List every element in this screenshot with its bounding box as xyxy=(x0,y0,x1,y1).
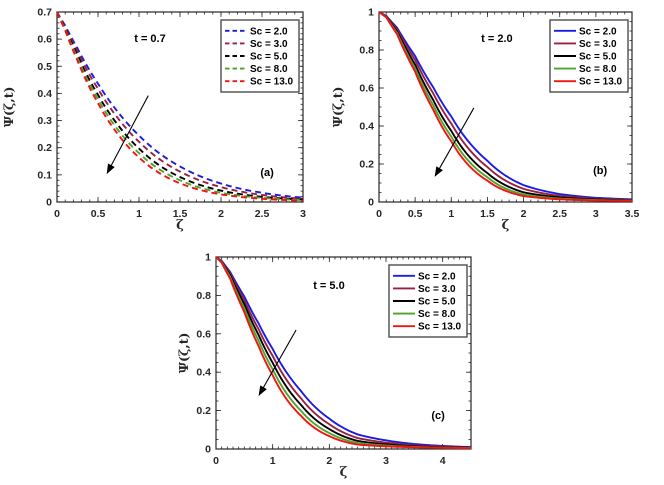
time-label: t = 5.0 xyxy=(313,280,345,292)
x-tick-labels: 0 0.5 1 1.5 2 2.5 3 3.5 xyxy=(376,208,639,220)
panel-b-chart: 0 0.5 1 1.5 2 2.5 3 3.5 0 0.2 0.4 0.6 0.8 1 t = 2.0 (b)… xyxy=(330,7,639,234)
svg-text:0.6: 0.6 xyxy=(37,34,52,46)
legend-entry-label: Sc = 13.0 xyxy=(579,77,623,88)
series-sc-13.0-panel-a xyxy=(56,11,304,202)
x-axis-label: ζ xyxy=(340,465,348,480)
y-axis-label: Ψ(ζ,t) xyxy=(332,87,345,128)
svg-text:0.6: 0.6 xyxy=(196,328,211,340)
svg-text:0: 0 xyxy=(368,197,374,209)
panel-c: 0 1 2 3 4 0 0.2 0.4 0.6 0.8 1 t = 5.0 (c) Sc = 2.0 Sc … xyxy=(166,242,498,485)
svg-text:0.1: 0.1 xyxy=(37,169,52,181)
axes-box xyxy=(56,11,304,203)
x-tick-labels: 0 0.5 1 1.5 2 2.5 3 xyxy=(54,208,306,220)
time-label: t = 2.0 xyxy=(481,33,513,45)
y-axis-label: Ψ(ζ,t) xyxy=(1,87,16,128)
panel-letter: (c) xyxy=(431,410,445,422)
legend-entry-label: Sc = 2.0 xyxy=(250,26,288,37)
legend-entry-label: Sc = 3.0 xyxy=(579,39,617,50)
x-tick-labels: 0 1 2 3 4 xyxy=(213,455,446,467)
svg-text:0.2: 0.2 xyxy=(37,142,52,154)
legend-entry-label: Sc = 13.0 xyxy=(418,322,462,333)
svg-text:0.8: 0.8 xyxy=(359,45,374,57)
svg-text:0: 0 xyxy=(213,455,219,467)
svg-text:0.4: 0.4 xyxy=(359,121,374,133)
panel-a: 0 0.5 1 1.5 2 2.5 3 0 0.1 0.2 0.3 0.4 0.5 0.6 0.7 t = 0… xyxy=(0,0,332,247)
legend-entry-label: Sc = 8.0 xyxy=(579,64,617,75)
svg-text:1.5: 1.5 xyxy=(480,208,495,220)
svg-text:1: 1 xyxy=(270,455,276,467)
svg-text:3.5: 3.5 xyxy=(625,208,640,220)
direction-arrow xyxy=(434,107,475,177)
panel-a-chart: 0 0.5 1 1.5 2 2.5 3 0 0.1 0.2 0.3 0.4 0.5 0.6 0.7 t = 0… xyxy=(1,7,306,234)
legend-entry-label: Sc = 8.0 xyxy=(418,309,456,320)
svg-text:3: 3 xyxy=(300,208,306,220)
svg-text:2.5: 2.5 xyxy=(552,208,567,220)
svg-text:0: 0 xyxy=(205,444,211,456)
x-axis-label: ζ xyxy=(502,218,510,233)
legend-entry-label: Sc = 13.0 xyxy=(250,77,294,88)
svg-text:1.5: 1.5 xyxy=(173,208,188,220)
legend-entry-label: Sc = 3.0 xyxy=(250,39,288,50)
svg-text:0.5: 0.5 xyxy=(91,208,106,220)
panel-b: 0 0.5 1 1.5 2 2.5 3 3.5 0 0.2 0.4 0.6 0.8 1 t = 2.0 (b)… xyxy=(330,0,664,247)
y-tick-labels: 0 0.1 0.2 0.3 0.4 0.5 0.6 0.7 xyxy=(37,7,52,209)
legend-entry-label: Sc = 5.0 xyxy=(250,52,288,63)
svg-text:0: 0 xyxy=(46,197,52,209)
legend-entry-label: Sc = 5.0 xyxy=(418,297,456,308)
svg-text:0.4: 0.4 xyxy=(37,88,52,100)
svg-text:2.5: 2.5 xyxy=(255,208,270,220)
panel-letter: (a) xyxy=(260,167,274,179)
svg-text:1: 1 xyxy=(136,208,142,220)
svg-text:3: 3 xyxy=(593,208,599,220)
svg-text:0.6: 0.6 xyxy=(359,83,374,95)
direction-arrow xyxy=(258,329,297,397)
legend-entry-label: Sc = 5.0 xyxy=(579,52,617,63)
series-sc-3.0-panel-a xyxy=(56,11,304,200)
svg-text:0.8: 0.8 xyxy=(196,290,211,302)
series-sc-13.0-panel-c xyxy=(215,256,472,450)
x-axis-label: ζ xyxy=(176,218,184,233)
svg-text:0.3: 0.3 xyxy=(37,115,52,127)
svg-text:0.4: 0.4 xyxy=(196,367,211,379)
svg-text:4: 4 xyxy=(440,455,446,467)
svg-text:2: 2 xyxy=(521,208,527,220)
y-axis-label: Ψ(ζ,t) xyxy=(176,333,191,374)
svg-text:1: 1 xyxy=(448,208,454,220)
legend-entry-label: Sc = 3.0 xyxy=(418,284,456,295)
panel-c-chart: 0 1 2 3 400.20.40.60.81t = 5.0(c)Sc = 2.0Sc … xyxy=(176,252,472,480)
direction-arrow xyxy=(106,95,149,175)
svg-text:2: 2 xyxy=(326,455,332,467)
y-tick-labels: 0 0.2 0.4 0.6 0.8 1 xyxy=(359,7,374,209)
svg-text:2: 2 xyxy=(218,208,224,220)
legend-entry-label: Sc = 2.0 xyxy=(418,271,456,282)
svg-text:0.5: 0.5 xyxy=(408,208,423,220)
svg-text:0.5: 0.5 xyxy=(37,61,52,73)
axes-box xyxy=(378,11,633,203)
svg-text:0.2: 0.2 xyxy=(196,405,211,417)
legend: Sc = 2.0 Sc = 3.0 Sc = 5.0Sc = 8.0 Sc = 13.… xyxy=(388,264,468,338)
svg-text:3: 3 xyxy=(383,455,389,467)
legend-entry-label: Sc = 2.0 xyxy=(579,26,617,37)
legend: Sc = 2.0 Sc = 3.0 Sc = 5.0Sc = 8.0 Sc = 13.… xyxy=(220,19,300,93)
series-sc-13.0-panel-b xyxy=(378,11,633,202)
series-sc-2.0-panel-a xyxy=(56,11,304,199)
time-label: t = 0.7 xyxy=(134,33,166,45)
svg-text:0: 0 xyxy=(54,208,60,220)
legend-entry-label: Sc = 8.0 xyxy=(250,64,288,75)
svg-text:0.7: 0.7 xyxy=(37,7,52,19)
svg-text:1: 1 xyxy=(205,252,211,264)
svg-text:0: 0 xyxy=(376,208,382,220)
legend: Sc = 2.0 Sc = 3.0 Sc = 5.0Sc = 8.0 Sc = 13.… xyxy=(549,19,629,93)
svg-text:1: 1 xyxy=(368,7,374,19)
panel-letter: (b) xyxy=(593,165,607,177)
y-tick-labels: 0 0.2 0.4 0.6 0.8 1 xyxy=(196,252,211,456)
axes-box xyxy=(215,256,472,450)
svg-text:0.2: 0.2 xyxy=(359,159,374,171)
